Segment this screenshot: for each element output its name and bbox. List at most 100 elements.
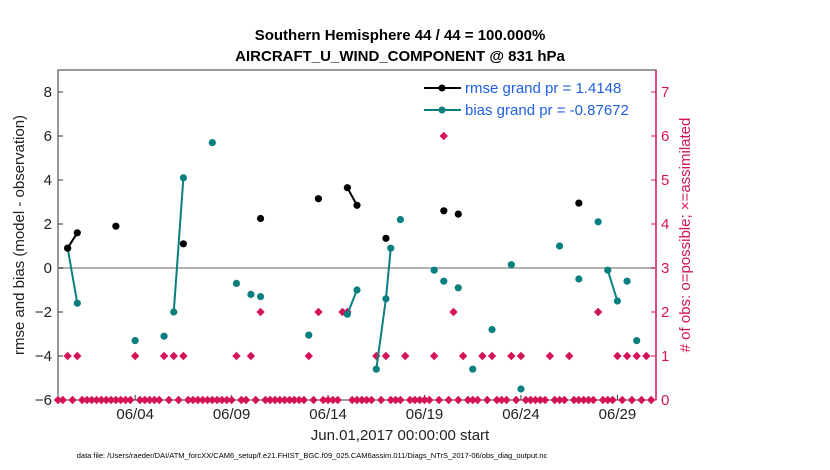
legend-bias-marker	[438, 106, 446, 114]
obs-count-marker	[328, 395, 338, 405]
obs-count-marker	[425, 395, 434, 405]
obs-count-marker	[391, 395, 400, 405]
y-tick-label: −2	[35, 304, 52, 321]
obs-count-marker	[367, 395, 376, 405]
obs-count-marker	[164, 395, 174, 405]
obs-count-marker	[555, 395, 564, 405]
obs-count-marker	[454, 395, 463, 405]
obs-count-marker	[473, 395, 482, 405]
obs-count-marker	[483, 395, 492, 405]
y-tick-label: 4	[44, 172, 52, 189]
bias-point	[488, 326, 496, 334]
obs-count-marker	[299, 395, 309, 405]
rmse-point	[440, 207, 448, 215]
obs-count-marker	[246, 351, 256, 361]
obs-count-marker	[304, 351, 313, 361]
y-axis-label: rmse and bias (model - observation)	[11, 115, 28, 355]
obs-count-marker	[106, 395, 116, 405]
bias-point	[613, 297, 622, 305]
obs-count-marker	[179, 351, 188, 361]
obs-count-marker	[405, 395, 415, 405]
bias-point	[343, 310, 351, 318]
y-tick-label: 2	[44, 216, 52, 233]
y2-tick-label: 2	[661, 304, 669, 321]
obs-count-marker	[415, 395, 424, 405]
obs-count-marker	[270, 395, 280, 405]
obs-count-marker	[569, 395, 579, 405]
y2-tick-label: 0	[661, 392, 669, 409]
obs-count-marker	[410, 395, 420, 405]
obs-count-marker	[294, 395, 304, 405]
y-tick-label: −6	[35, 392, 52, 409]
y2-tick-label: 3	[661, 260, 669, 277]
obs-count-marker	[362, 395, 371, 405]
bias-point	[507, 261, 515, 269]
obs-count-marker	[63, 351, 72, 361]
x-tick-label: 06/09	[213, 406, 251, 423]
obs-count-marker	[102, 395, 111, 405]
obs-count-marker	[92, 395, 101, 405]
obs-count-marker	[545, 351, 555, 361]
bias-point	[555, 242, 564, 250]
x-tick-label: 06/04	[116, 406, 154, 423]
rmse-point	[575, 199, 583, 207]
x-tick-label: 06/14	[309, 406, 347, 423]
legend-rmse-marker	[438, 84, 446, 92]
obs-count-marker	[126, 395, 135, 405]
rmse-point	[353, 201, 361, 209]
obs-count-marker	[434, 395, 444, 405]
obs-count-marker	[130, 351, 140, 361]
obs-count-marker	[526, 395, 535, 405]
obs-count-marker	[516, 351, 526, 361]
legend-bias-label: bias grand pr = -0.87672	[465, 102, 629, 119]
bias-point	[454, 284, 462, 292]
bias-point	[387, 244, 395, 252]
obs-count-marker	[251, 395, 260, 405]
obs-count-marker	[458, 351, 468, 361]
rmse-point	[343, 184, 351, 192]
obs-count-marker	[203, 395, 212, 405]
obs-count-marker	[285, 395, 294, 405]
x-tick-label: 06/29	[599, 406, 637, 423]
obs-count-marker	[159, 351, 169, 361]
bias-segment	[606, 269, 619, 302]
bias-point	[396, 216, 405, 224]
rmse-point	[179, 240, 187, 248]
obs-count-marker	[140, 395, 150, 405]
y2-tick-label: 5	[661, 172, 669, 189]
obs-count-marker	[507, 351, 516, 361]
obs-count-marker	[589, 395, 598, 405]
obs-count-marker	[618, 395, 627, 405]
obs-count-marker	[449, 307, 458, 317]
obs-count-marker	[280, 395, 289, 405]
obs-count-marker	[642, 351, 651, 361]
obs-count-marker	[444, 395, 453, 405]
obs-count-marker	[468, 395, 477, 405]
obs-count-marker	[53, 395, 63, 405]
obs-count-marker	[212, 395, 222, 405]
obs-count-marker	[487, 351, 497, 361]
obs-count-marker	[77, 395, 87, 405]
chart-title-line2: AIRCRAFT_U_WIND_COMPONENT @ 831 hPa	[235, 48, 565, 65]
obs-count-marker	[222, 395, 231, 405]
bias-point	[469, 365, 477, 373]
bias-segment	[384, 248, 392, 299]
obs-count-marker	[193, 395, 203, 405]
rmse-point	[454, 210, 462, 218]
rmse-point	[314, 195, 323, 203]
obs-count-marker	[352, 395, 362, 405]
obs-count-marker	[73, 351, 82, 361]
obs-count-marker	[111, 395, 121, 405]
obs-count-marker	[217, 395, 227, 405]
obs-count-marker	[622, 351, 632, 361]
obs-count-marker	[574, 395, 584, 405]
obs-count-marker	[290, 395, 299, 405]
rmse-point	[112, 222, 120, 230]
obs-count-marker	[208, 395, 217, 405]
obs-count-marker	[376, 395, 386, 405]
bias-point	[440, 277, 448, 285]
obs-count-marker	[357, 395, 367, 405]
bias-point	[575, 275, 583, 283]
obs-count-marker	[261, 395, 270, 405]
bias-point	[305, 331, 313, 339]
